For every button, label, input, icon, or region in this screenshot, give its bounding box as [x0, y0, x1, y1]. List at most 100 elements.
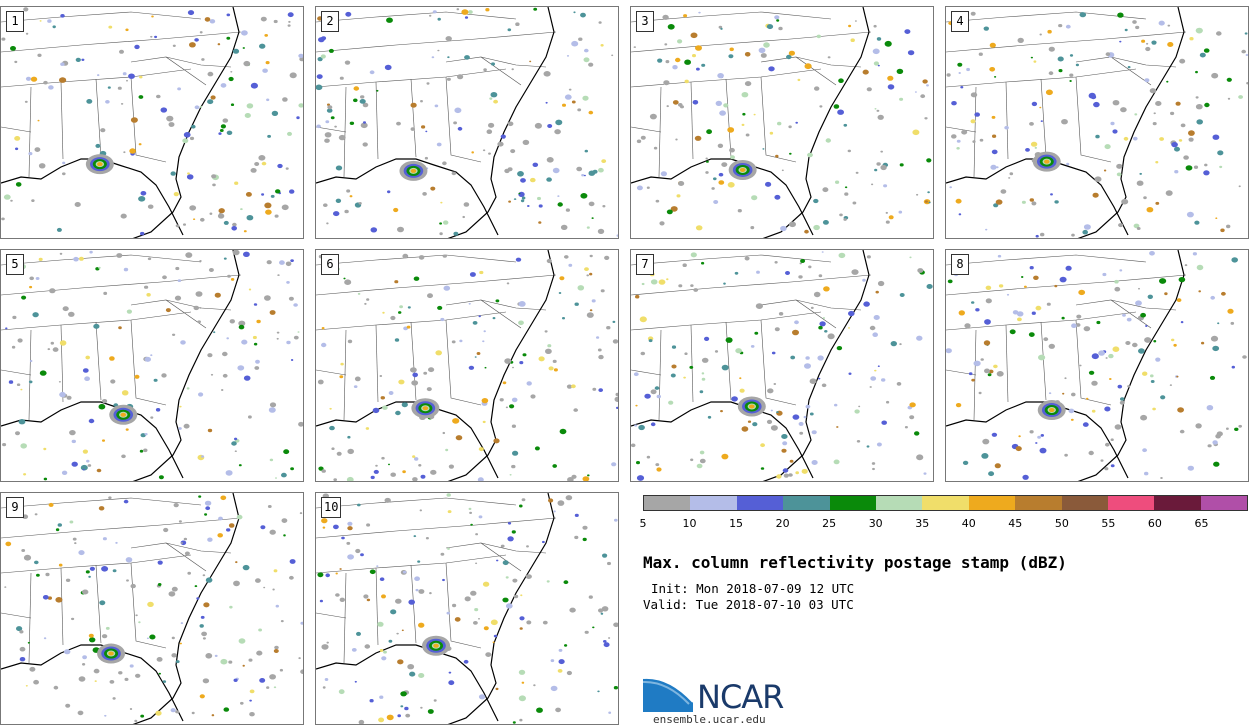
echo-cell	[2, 443, 7, 447]
echo-cell	[144, 285, 149, 289]
echo-cell	[804, 63, 812, 70]
echo-cell	[1029, 198, 1034, 202]
echo-cell	[775, 154, 779, 158]
echo-cell	[123, 267, 129, 272]
echo-cell	[991, 432, 998, 437]
echo-cell	[273, 649, 279, 653]
echo-cell	[1176, 375, 1179, 378]
echo-cell	[909, 402, 916, 408]
echo-cell	[683, 14, 688, 18]
state-border	[631, 11, 832, 23]
echo-cell	[1096, 320, 1101, 325]
echo-cell	[1104, 144, 1111, 150]
echo-cell	[49, 288, 56, 294]
echo-cell	[147, 204, 154, 209]
state-border	[375, 324, 379, 403]
state-border	[165, 56, 232, 68]
echo-cell	[208, 268, 214, 272]
echo-cell	[259, 678, 266, 683]
state-border	[946, 311, 1137, 331]
echo-cell	[600, 44, 604, 47]
echo-cell	[289, 575, 294, 580]
echo-cell	[1179, 429, 1185, 434]
echo-cell	[1035, 442, 1038, 444]
echo-cell	[1139, 172, 1142, 175]
echo-cell	[317, 379, 324, 385]
echo-cell	[154, 35, 158, 39]
echo-cell	[410, 367, 417, 373]
echo-cell	[85, 355, 90, 360]
state-border	[95, 564, 102, 644]
echo-cell	[672, 65, 678, 70]
echo-cell	[462, 215, 465, 219]
echo-cell	[390, 315, 396, 321]
echo-cell	[32, 312, 39, 318]
echo-cell	[1140, 312, 1146, 318]
echo-cell	[173, 192, 179, 197]
echo-cell	[210, 373, 214, 376]
echo-cell	[991, 115, 996, 119]
echo-cell	[1212, 134, 1220, 140]
echo-cell	[521, 681, 525, 684]
echo-cell	[1152, 122, 1157, 126]
echo-cell	[1091, 353, 1099, 360]
echo-cell	[720, 410, 723, 413]
echo-cell	[1242, 355, 1247, 359]
echo-cell	[189, 136, 195, 141]
echo-cell	[1088, 370, 1095, 375]
echo-cell	[196, 597, 200, 600]
state-border	[130, 562, 167, 649]
echo-cell	[316, 74, 323, 79]
echo-cell	[1039, 33, 1042, 36]
echo-cell	[598, 354, 604, 360]
echo-cell	[760, 467, 765, 470]
state-border	[130, 56, 207, 86]
echo-cell	[874, 108, 877, 110]
colorbar-segment	[783, 496, 830, 510]
echo-cell	[1079, 364, 1082, 367]
echo-cell	[254, 366, 260, 370]
echo-cell	[223, 257, 227, 260]
echo-cell	[25, 32, 29, 35]
echo-cell	[207, 71, 214, 77]
echo-cell	[899, 343, 902, 346]
echo-cell	[1230, 321, 1235, 325]
echo-cell	[138, 143, 142, 146]
echo-cell	[157, 560, 163, 565]
echo-cell	[1062, 392, 1065, 395]
echo-cell	[320, 54, 326, 59]
echo-cell	[287, 12, 294, 18]
echo-cell	[596, 336, 600, 339]
echo-cell	[964, 323, 971, 329]
echo-cell	[513, 594, 519, 599]
echo-cell	[82, 449, 88, 454]
echo-cell	[173, 503, 179, 508]
echo-cell	[1227, 308, 1234, 314]
echo-cell	[110, 379, 116, 384]
echo-cell	[198, 392, 204, 397]
echo-cell	[395, 410, 401, 416]
echo-cell	[586, 274, 589, 277]
echo-cell	[388, 463, 390, 466]
echo-cell	[706, 160, 709, 163]
echo-cell	[447, 56, 450, 59]
echo-cell	[741, 123, 745, 126]
echo-cell	[378, 717, 385, 723]
echo-cell	[520, 594, 523, 597]
echo-cell	[318, 37, 325, 43]
echo-cell	[211, 174, 217, 179]
echo-cell	[795, 121, 798, 124]
state-border	[316, 497, 517, 509]
echo-cell	[14, 60, 18, 64]
ensemble-member-panel: 9	[0, 492, 304, 725]
echo-cell	[489, 97, 493, 100]
ensemble-member-panel: 5	[0, 249, 304, 482]
echo-cell	[231, 226, 237, 231]
echo-cell	[819, 321, 826, 327]
echo-cell	[82, 655, 87, 660]
echo-cell	[811, 460, 818, 465]
echo-cell	[451, 171, 457, 176]
echo-cell	[80, 464, 88, 471]
echo-cell	[405, 713, 411, 718]
echo-cell	[94, 680, 97, 682]
